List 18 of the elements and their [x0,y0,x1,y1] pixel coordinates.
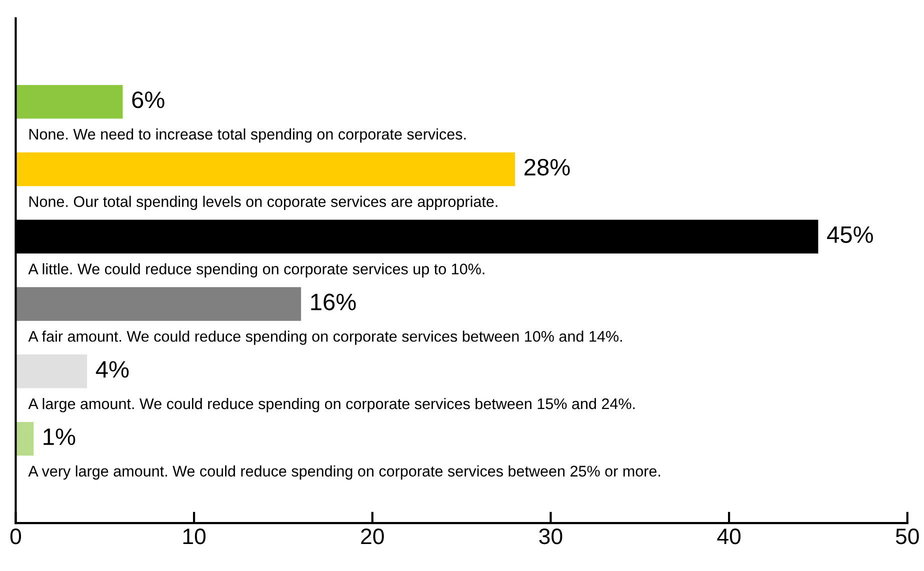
x-tick-label: 30 [539,528,562,544]
data-label: 6% [132,91,164,108]
x-tick-label: 50 [896,528,919,544]
x-tick-label: 10 [183,528,206,544]
data-label: 16% [311,294,356,310]
data-label: 45% [827,226,873,243]
y-tick-label: A large amount. We could reduce spending on corporate services between 15% and 24%. [28,398,635,412]
data-label: 1% [44,428,76,446]
y-tick-label: None. Our total spending levels on coporate services are appropriate. [29,196,498,210]
y-tick-label: A very large amount. We could reduce spending on corporate services between 25% or more. [28,465,660,480]
x-tick-label: 40 [717,528,741,544]
x-tick-label: 20 [361,528,384,544]
data-label: 4% [96,361,129,378]
y-tick-label: A fair amount. We could reduce spending on corporate services between 10% and 14%. [28,330,622,345]
data-label: 28% [524,158,570,176]
x-tick-label: 0 [10,528,22,544]
y-tick-label: A little. We could reduce spending on corporate services up to 10%. [28,263,484,278]
y-tick-label: None. We need to increase total spending on corporate services. [29,128,466,143]
